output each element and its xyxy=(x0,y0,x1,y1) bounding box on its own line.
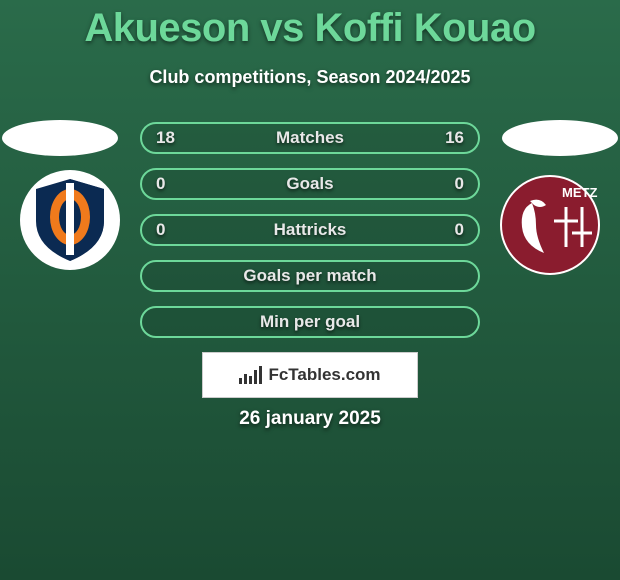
date-text: 26 january 2025 xyxy=(0,408,620,430)
club-badge-left xyxy=(20,170,120,270)
stat-right-value: 16 xyxy=(445,128,464,148)
svg-text:METZ: METZ xyxy=(562,185,597,200)
club-badge-right: METZ xyxy=(500,175,600,275)
stat-label: Min per goal xyxy=(260,312,360,332)
stat-row-goals: 0 Goals 0 xyxy=(140,168,480,200)
stat-left-value: 18 xyxy=(156,128,175,148)
stat-label: Matches xyxy=(276,128,344,148)
stat-row-min-per-goal: Min per goal xyxy=(140,306,480,338)
stat-right-value: 0 xyxy=(455,174,464,194)
bar-chart-icon xyxy=(239,366,262,384)
page-title: Akueson vs Koffi Kouao xyxy=(0,0,620,51)
stat-right-value: 0 xyxy=(455,220,464,240)
club-metz-icon: METZ xyxy=(500,175,600,275)
stat-left-value: 0 xyxy=(156,220,165,240)
shield-icon xyxy=(30,177,110,263)
stat-row-goals-per-match: Goals per match xyxy=(140,260,480,292)
player-left-avatar-placeholder xyxy=(2,120,118,156)
stat-row-hattricks: 0 Hattricks 0 xyxy=(140,214,480,246)
stat-label: Goals per match xyxy=(243,266,376,286)
player-right-avatar-placeholder xyxy=(502,120,618,156)
subtitle: Club competitions, Season 2024/2025 xyxy=(0,67,620,88)
stat-row-matches: 18 Matches 16 xyxy=(140,122,480,154)
brand-text: FcTables.com xyxy=(268,365,380,385)
stat-left-value: 0 xyxy=(156,174,165,194)
stat-label: Hattricks xyxy=(274,220,347,240)
brand-link[interactable]: FcTables.com xyxy=(202,352,418,398)
stats-container: 18 Matches 16 0 Goals 0 0 Hattricks 0 Go… xyxy=(140,122,480,352)
stat-label: Goals xyxy=(286,174,333,194)
